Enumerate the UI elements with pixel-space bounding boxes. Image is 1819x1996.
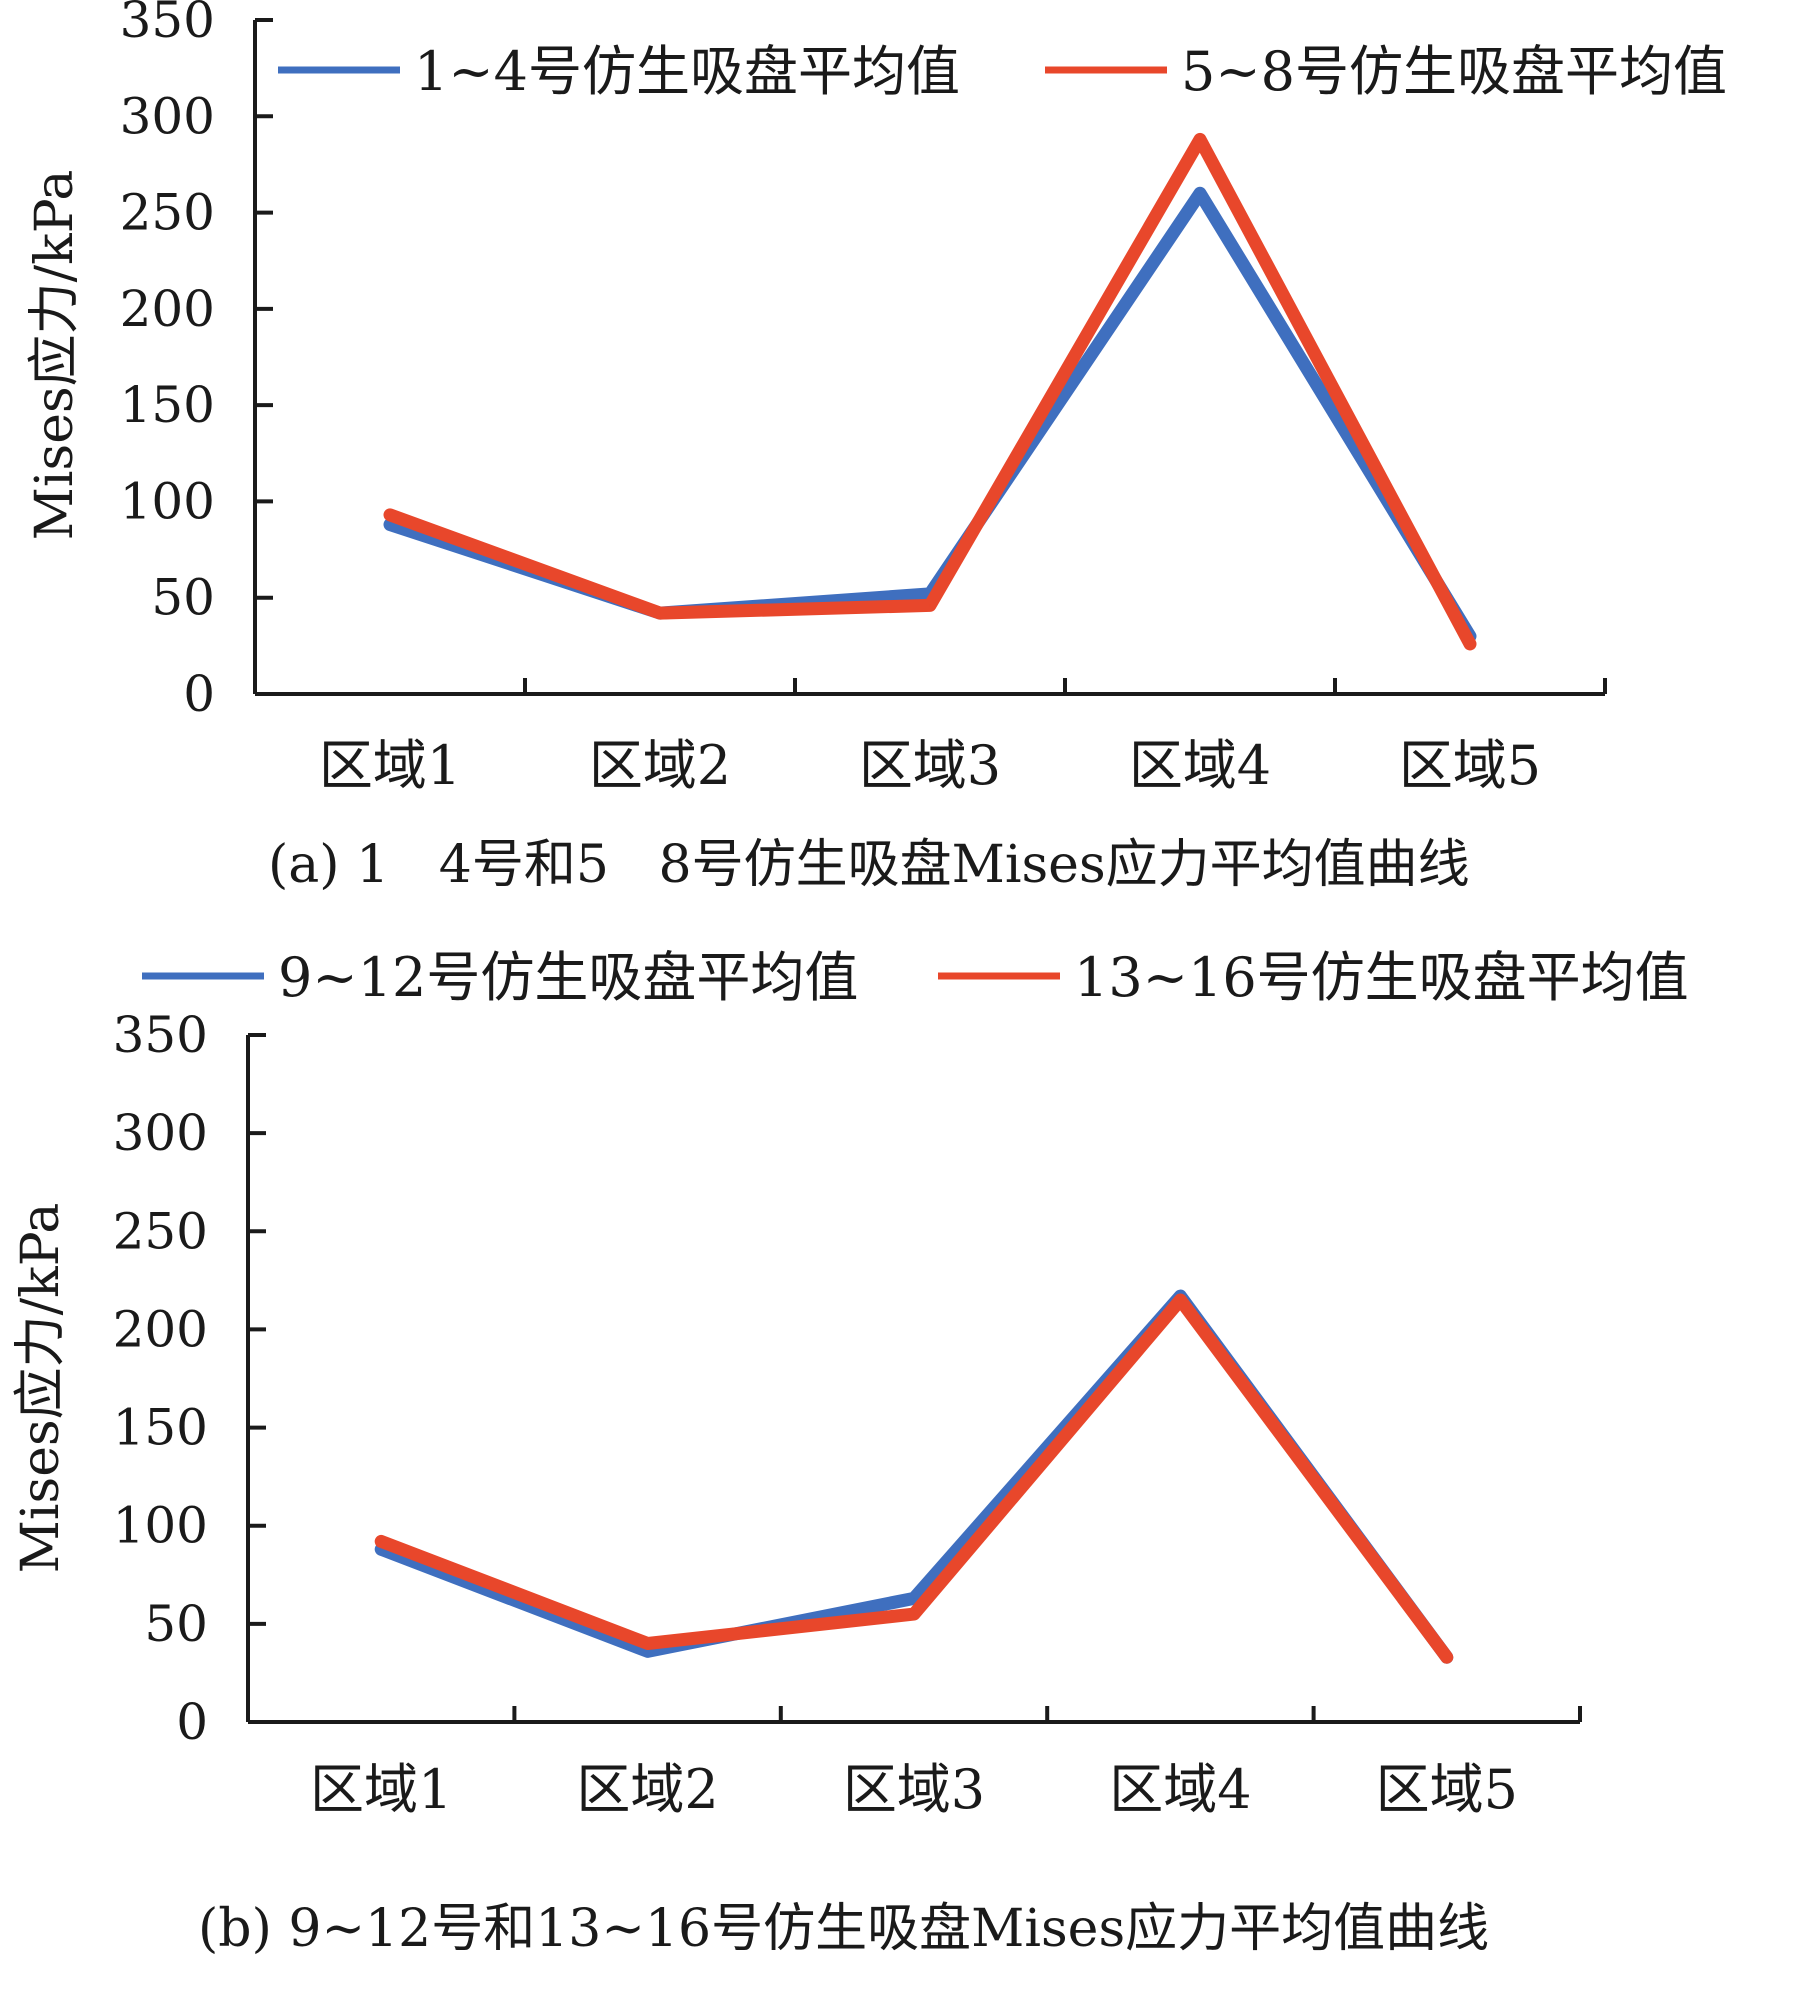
x-tick-label: 区域1: [319, 734, 461, 797]
series-1-point: [1469, 642, 1471, 645]
x-ticks-b: 区域1 区域2 区域3 区域4 区域5: [310, 1758, 1518, 1821]
y-tick-label: 350: [113, 1006, 208, 1064]
y-tick-label: 250: [120, 184, 215, 242]
x-tick-label: 区域4: [1129, 734, 1271, 797]
series-b: [374, 1289, 1454, 1664]
x-tick-label: 区域3: [843, 1758, 985, 1821]
y-tick-label: 100: [120, 472, 215, 530]
x-tick-label: 区域5: [1376, 1758, 1518, 1821]
series-1-point: [929, 604, 931, 607]
series-1-point: [913, 1613, 915, 1616]
series-1-point: [1445, 1656, 1448, 1659]
series-1-point: [1199, 138, 1201, 141]
y-tick-label: 100: [113, 1497, 208, 1555]
series-1-point: [659, 612, 661, 615]
series-line-1: [383, 132, 1477, 651]
x-tick-label: 区域4: [1109, 1758, 1251, 1821]
y-tick-label: 0: [176, 1693, 208, 1751]
x-ticks-a: 区域1 区域2 区域3 区域4 区域5: [319, 734, 1541, 797]
y-tick-label: 150: [120, 376, 215, 434]
series-0-point: [646, 1650, 649, 1653]
series-1-point: [1179, 1298, 1182, 1301]
series-1-point: [389, 513, 391, 516]
x-tick-label: 区域3: [859, 734, 1001, 797]
caption-a: (a) 1 4号和5 8号仿生吸盘Mises应力平均值曲线: [268, 835, 1470, 895]
y-tick-label: 350: [120, 0, 215, 49]
y-ticks-b: 0 50 100 150 200 250 300 350: [113, 1006, 208, 1751]
legend-label-a-1: 5~8号仿生吸盘平均值: [1181, 40, 1727, 103]
y-tick-label: 200: [120, 280, 215, 338]
y-tick-label: 150: [113, 1399, 208, 1457]
x-tick-label: 区域2: [589, 734, 731, 797]
y-ticks-a: 0 50 100 150 200 250 300 350: [120, 0, 215, 723]
series-0-point: [913, 1597, 915, 1600]
chart-panel-a: 0 50 100 150 200 250 300 350 区域1 区域2 区域3 区域4 区域5 Mi…: [25, 0, 1727, 895]
y-tick-label: 0: [183, 665, 215, 723]
legend-b: 9~12号仿生吸盘平均值 13~16号仿生吸盘平均值: [142, 946, 1689, 1009]
legend-a: 1~4号仿生吸盘平均值 5~8号仿生吸盘平均值: [278, 40, 1727, 103]
series-1-point: [380, 1540, 383, 1543]
caption-b: (b) 9~12号和13~16号仿生吸盘Mises应力平均值曲线: [198, 1899, 1489, 1959]
axes-a: [253, 18, 1607, 696]
series-0-point: [380, 1548, 383, 1551]
legend-label-a-0: 1~4号仿生吸盘平均值: [414, 40, 960, 103]
series-0-point: [1199, 192, 1201, 195]
x-tick-label: 区域1: [310, 1758, 452, 1821]
chart-panel-b: 9~12号仿生吸盘平均值 13~16号仿生吸盘平均值 0 50 100 150 200 2…: [11, 946, 1689, 1959]
legend-label-b-0: 9~12号仿生吸盘平均值: [278, 946, 858, 1009]
y-tick-label: 300: [113, 1104, 208, 1162]
y-axis-label-b: Mises应力/kPa: [11, 1203, 71, 1574]
series-0-point: [389, 523, 391, 526]
series-a: [383, 132, 1477, 651]
legend-label-b-1: 13~16号仿生吸盘平均值: [1074, 946, 1689, 1009]
x-tick-label: 区域2: [576, 1758, 718, 1821]
x-tick-label: 区域5: [1399, 734, 1541, 797]
series-1-point: [646, 1642, 649, 1645]
y-tick-label: 50: [151, 569, 215, 627]
axes-b: [246, 1033, 1582, 1724]
y-axis-label-a: Mises应力/kPa: [25, 170, 85, 541]
y-tick-label: 50: [144, 1595, 208, 1653]
y-tick-label: 200: [113, 1300, 208, 1358]
y-tick-label: 300: [120, 87, 215, 145]
y-tick-label: 250: [113, 1202, 208, 1260]
